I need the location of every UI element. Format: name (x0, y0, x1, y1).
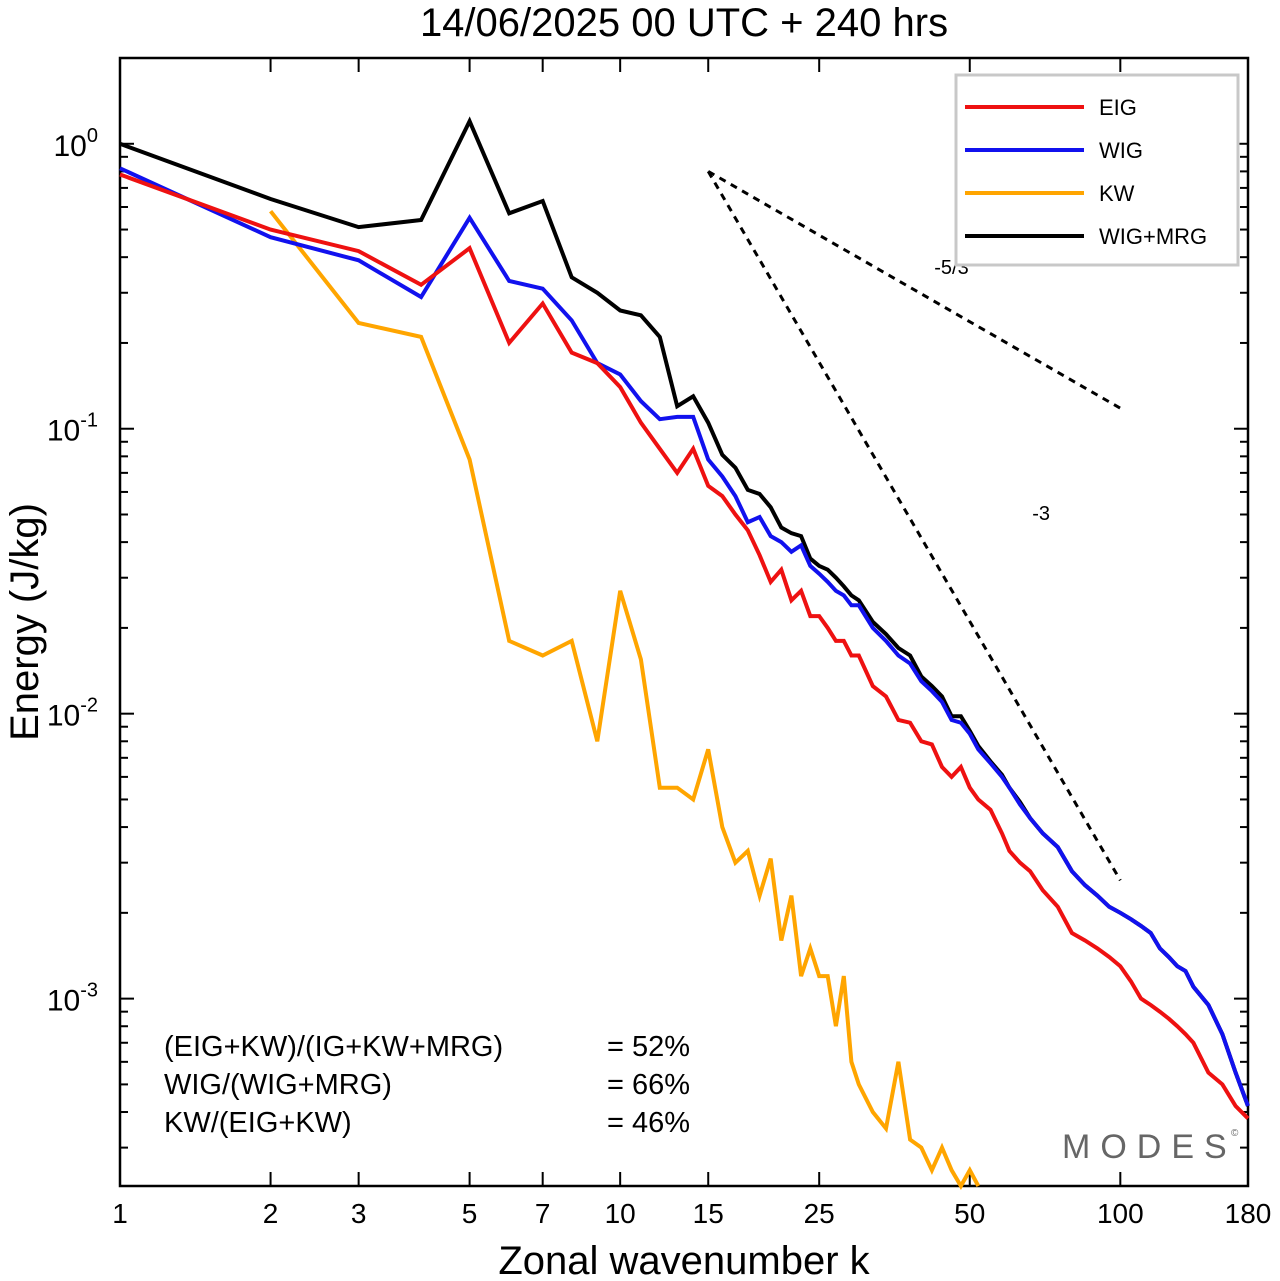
y-tick-exponent: -3 (80, 980, 98, 1002)
legend: EIG WIG KW WIG+MRG (954, 73, 1240, 267)
y-tick-base: 10 (47, 415, 80, 448)
x-tick-label: 15 (693, 1198, 724, 1229)
y-tick-exponent: 0 (87, 125, 98, 147)
ratio-annotations: (EIG+KW)/(IG+KW+MRG) = 52% WIG/(WIG+MRG) = … (164, 1031, 690, 1139)
y-tick-base: 10 (47, 985, 80, 1018)
slope-line-five-thirds (707, 170, 1122, 410)
x-tick-label: 50 (954, 1198, 985, 1229)
x-tick-label: 100 (1097, 1198, 1144, 1229)
legend-label-kw: KW (1099, 181, 1135, 206)
ratio-value: = 66% (607, 1069, 690, 1101)
y-tick-exponent: -1 (80, 410, 98, 432)
reference-slopes: -5/3-3 (706, 170, 1122, 882)
y-tick-label: 100 (54, 125, 99, 163)
x-tick-labels: 1 2 3 5 7 10 15 25 50 100 180 (112, 1198, 1271, 1229)
series-line-wig-plus-mrg (119, 116, 1250, 1107)
ratio-label: KW/(EIG+KW) (164, 1107, 352, 1139)
x-tick-label: 1 (112, 1198, 128, 1229)
legend-label-wig-plus-mrg: WIG+MRG (1099, 224, 1207, 249)
y-tick-label: 10-1 (47, 410, 98, 448)
slope-line-three (706, 170, 1122, 882)
y-tick-base: 10 (47, 700, 80, 733)
x-axis-label: Zonal wavenumber k (498, 1239, 870, 1281)
x-tick-label: 5 (462, 1198, 478, 1229)
x-tick-label: 7 (535, 1198, 551, 1229)
axis-ticks (119, 57, 1249, 1186)
series-line-eig (119, 172, 1250, 1120)
slope-label: -3 (1032, 503, 1050, 525)
y-axis-label: Energy (J/kg) (3, 503, 47, 741)
x-tick-label: 25 (804, 1198, 835, 1229)
series-line-kw (269, 209, 981, 1191)
ratio-value: = 52% (607, 1031, 690, 1063)
y-tick-exponent: -2 (80, 695, 98, 717)
y-tick-label: 10-2 (47, 695, 98, 733)
series-lines (119, 116, 1250, 1191)
ratio-label: (EIG+KW)/(IG+KW+MRG) (164, 1031, 503, 1063)
x-tick-label: 180 (1225, 1198, 1272, 1229)
ratio-value: = 46% (607, 1107, 690, 1139)
copyright-mark: © (1231, 1128, 1239, 1139)
legend-label-wig: WIG (1099, 138, 1143, 163)
x-tick-label: 3 (351, 1198, 367, 1229)
ratio-label: WIG/(WIG+MRG) (164, 1069, 392, 1101)
legend-label-eig: EIG (1099, 95, 1137, 120)
x-tick-label: 10 (605, 1198, 636, 1229)
y-tick-label: 10-3 (47, 980, 98, 1018)
series-line-wig (119, 166, 1250, 1107)
y-tick-base: 10 (54, 130, 87, 163)
plot-frame (118, 56, 1250, 1188)
chart-title: 14/06/2025 00 UTC + 240 hrs (420, 1, 948, 45)
brand-wordmark: MODES (1062, 1128, 1237, 1166)
x-tick-label: 2 (263, 1198, 279, 1229)
